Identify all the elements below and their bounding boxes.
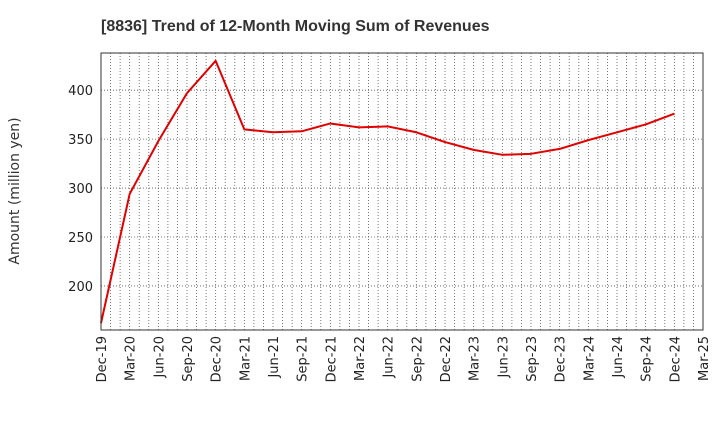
y-axis-ticks: 200 250 300 350 400 [68,84,93,295]
plot-frame [100,52,704,331]
x-tick-label: Dec-20 [210,336,225,382]
x-tick-label: Mar-25 [697,336,712,381]
x-tick-label: Dec-23 [554,336,569,382]
y-tick-label: 200 [68,280,93,295]
x-tick-label: Jun-20 [152,336,167,379]
x-tick-label: Mar-20 [124,336,139,381]
x-tick-label: Jun-21 [267,336,282,379]
x-tick-label: Dec-19 [95,336,110,382]
x-tick-label: Jun-22 [382,336,397,379]
x-tick-label: Sep-21 [296,336,311,382]
x-tick-label: Mar-21 [238,336,253,381]
x-tick-label: Jun-24 [611,336,626,379]
y-tick-label: 300 [68,182,93,197]
chart-title: [8836] Trend of 12-Month Moving Sum of R… [101,18,490,35]
x-tick-label: Mar-23 [468,336,483,381]
x-tick-label: Jun-23 [496,336,511,379]
x-axis-ticks: Dec-19 Mar-20 Jun-20 Sep-20 Dec-20 Mar-21 Jun-… [95,336,712,382]
y-tick-label: 350 [68,133,93,148]
x-tick-label: Sep-20 [181,336,196,382]
revenue-line [100,59,675,324]
x-tick-label: Mar-24 [582,336,597,381]
x-tick-label: Dec-22 [439,336,454,382]
y-axis-label: Amount (million yen) [7,117,23,264]
x-tick-label: Sep-24 [640,336,655,382]
x-tick-label: Dec-21 [324,336,339,382]
x-tick-label: Mar-22 [353,336,368,381]
x-tick-label: Sep-23 [525,336,540,382]
y-tick-label: 400 [68,84,93,99]
x-tick-label: Sep-22 [410,336,425,382]
grid [101,53,703,330]
y-tick-label: 250 [68,231,93,246]
x-tick-label: Dec-24 [668,336,683,382]
